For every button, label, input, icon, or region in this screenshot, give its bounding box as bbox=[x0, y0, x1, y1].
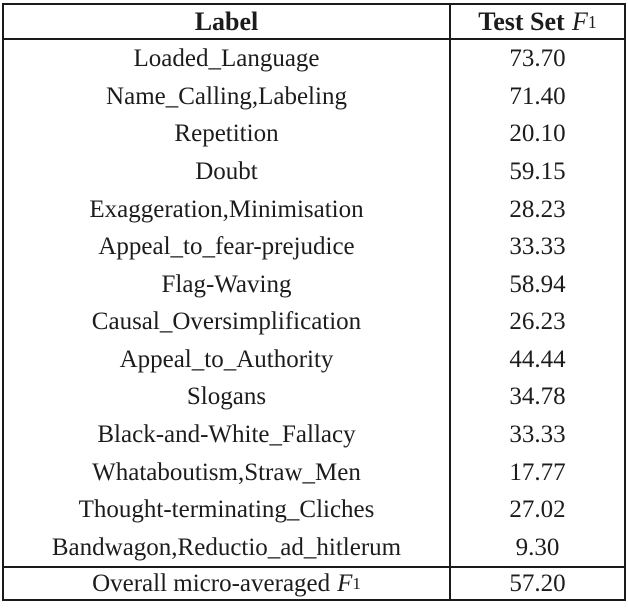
table-row: Causal_Oversimplification 26.23 bbox=[4, 303, 624, 341]
row-label: Black-and-White_Fallacy bbox=[4, 415, 451, 454]
row-label: Whataboutism,Straw_Men bbox=[4, 453, 451, 491]
math-f-symbol: F bbox=[571, 6, 588, 36]
row-value: 27.02 bbox=[509, 496, 566, 524]
column-header-label: Label bbox=[4, 5, 451, 38]
row-label: Name_Calling,Labeling bbox=[4, 77, 451, 116]
math-f-symbol: F bbox=[337, 570, 353, 598]
row-label: Loaded_Language bbox=[4, 40, 451, 78]
row-value: 34.78 bbox=[509, 383, 566, 411]
table-row: Whataboutism,Straw_Men 17.77 bbox=[4, 453, 624, 491]
row-value: 44.44 bbox=[509, 345, 566, 373]
table-footer-row: Overall micro-averaged F 1 57.20 bbox=[4, 566, 624, 600]
row-label: Repetition bbox=[4, 115, 451, 153]
footer-label-text: Overall micro-averaged bbox=[92, 570, 331, 598]
row-value: 73.70 bbox=[509, 45, 566, 73]
table-row: Appeal_to_fear-prejudice 33.33 bbox=[4, 227, 624, 266]
row-value: 71.40 bbox=[509, 82, 566, 110]
row-label: Bandwagon,Reductio_ad_hitlerum bbox=[4, 528, 451, 567]
row-value: 17.77 bbox=[509, 458, 566, 486]
row-value: 33.33 bbox=[509, 421, 566, 449]
row-value: 58.94 bbox=[509, 270, 566, 298]
table-row: Appeal_to_Authority 44.44 bbox=[4, 340, 624, 379]
row-label: Doubt bbox=[4, 152, 451, 191]
row-label: Appeal_to_fear-prejudice bbox=[4, 227, 451, 266]
row-value: 33.33 bbox=[509, 233, 566, 261]
table-row: Loaded_Language 73.70 bbox=[4, 40, 624, 78]
row-label: Slogans bbox=[4, 378, 451, 416]
row-label: Exaggeration,Minimisation bbox=[4, 190, 451, 228]
row-value: 28.23 bbox=[509, 195, 566, 223]
column-header-test-set-text: Test Set bbox=[478, 6, 565, 36]
column-header-label-text: Label bbox=[194, 6, 259, 36]
row-label: Causal_Oversimplification bbox=[4, 303, 451, 341]
column-header-test-set-f1: Test Set F 1 bbox=[478, 6, 597, 36]
row-value: 20.10 bbox=[509, 120, 566, 148]
table-row: Flag-Waving 58.94 bbox=[4, 265, 624, 304]
footer-label: Overall micro-averaged F 1 bbox=[4, 568, 451, 600]
table-row: Black-and-White_Fallacy 33.33 bbox=[4, 415, 624, 454]
row-value: 9.30 bbox=[515, 533, 560, 561]
table-row: Thought-terminating_Cliches 27.02 bbox=[4, 490, 624, 529]
f1-results-table: Label Test Set F 1 Loaded_Language 73.70 N… bbox=[2, 3, 626, 601]
row-label: Appeal_to_Authority bbox=[4, 340, 451, 379]
row-label: Thought-terminating_Cliches bbox=[4, 490, 451, 529]
table-row: Bandwagon,Reductio_ad_hitlerum 9.30 bbox=[4, 528, 624, 567]
footer-value: 57.20 bbox=[509, 570, 566, 598]
row-value: 59.15 bbox=[509, 158, 566, 186]
table-row: Slogans 34.78 bbox=[4, 378, 624, 416]
table-row: Repetition 20.10 bbox=[4, 115, 624, 153]
row-label: Flag-Waving bbox=[4, 265, 451, 304]
table-row: Name_Calling,Labeling 71.40 bbox=[4, 77, 624, 116]
table-row: Exaggeration,Minimisation 28.23 bbox=[4, 190, 624, 228]
table-row: Doubt 59.15 bbox=[4, 152, 624, 191]
table-header-row: Label Test Set F 1 bbox=[4, 5, 624, 40]
row-value: 26.23 bbox=[509, 308, 566, 336]
